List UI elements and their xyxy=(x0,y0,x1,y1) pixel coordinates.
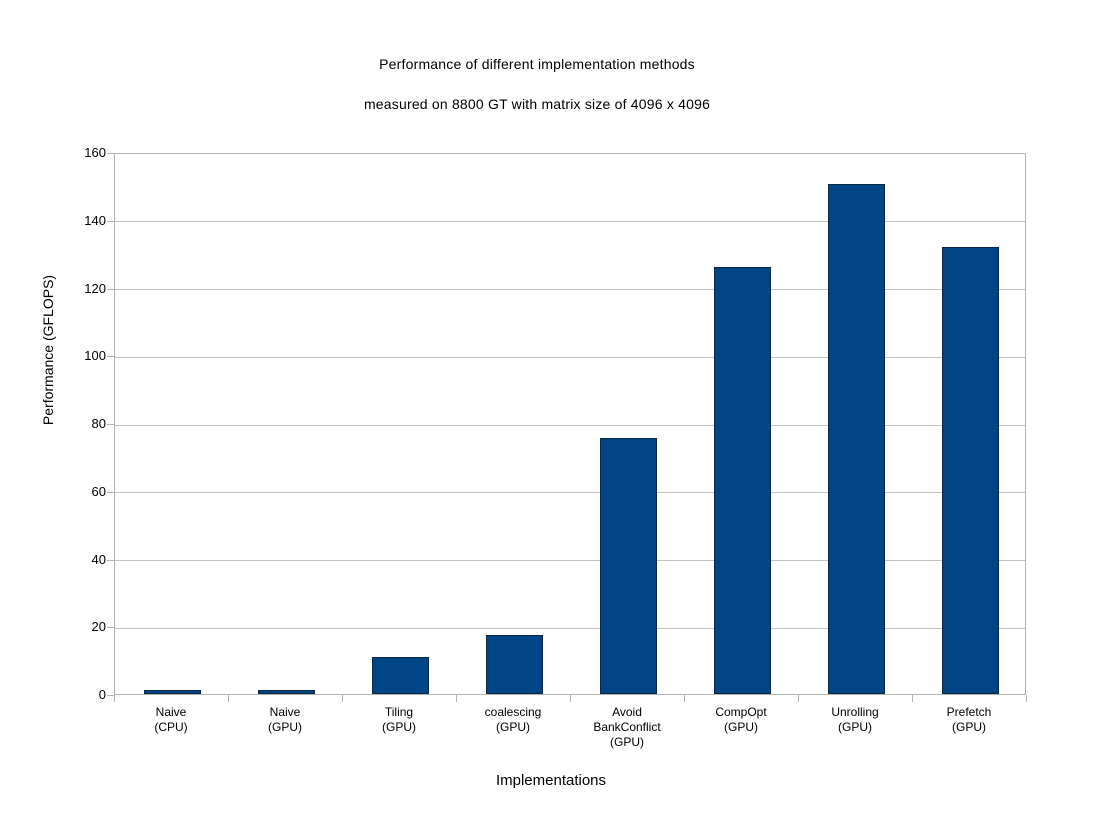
gridline-80 xyxy=(115,424,1025,426)
x-category-label-6: CompOpt (GPU) xyxy=(684,705,798,735)
x-tick-mark-1 xyxy=(228,695,229,702)
x-axis-title: Implementations xyxy=(495,772,607,789)
y-tick-label-20: 20 xyxy=(91,619,106,635)
y-tick-label-120: 120 xyxy=(84,280,106,296)
x-tick-mark-4 xyxy=(570,695,571,702)
y-tick-label-100: 100 xyxy=(84,348,106,364)
x-category-label-7: Unrolling (GPU) xyxy=(798,705,912,735)
x-tick-mark-2 xyxy=(342,695,343,702)
x-category-label-line: Prefetch xyxy=(946,705,992,719)
chart-subtitle: measured on 8800 GT with matrix size of … xyxy=(363,96,711,112)
y-tick-mark-0 xyxy=(107,695,114,696)
x-tick-mark-0 xyxy=(114,695,115,702)
x-category-label-8: Prefetch (GPU) xyxy=(912,705,1026,735)
x-category-label-1: Naive (CPU) xyxy=(114,705,228,735)
x-category-label-line: (GPU) xyxy=(268,720,302,734)
x-tick-mark-6 xyxy=(798,695,799,702)
y-tick-mark-160 xyxy=(107,153,114,154)
x-category-label-line: Unrolling xyxy=(831,705,879,719)
y-tick-mark-60 xyxy=(107,491,114,493)
bar-naive-gpu- xyxy=(257,689,315,694)
gridline-120 xyxy=(115,289,1025,290)
y-tick-mark-120 xyxy=(107,288,114,290)
y-tick-label-160: 160 xyxy=(84,145,106,160)
x-category-label-line: Avoid xyxy=(612,705,642,719)
x-category-label-line: (GPU) xyxy=(610,735,644,749)
x-category-label-3: Tiling (GPU) xyxy=(342,705,456,735)
x-category-label-line: BankConflict xyxy=(593,720,661,734)
y-tick-label-60: 60 xyxy=(91,483,106,499)
bar-avoid-bankconflict-gpu- xyxy=(599,438,657,694)
y-tick-label-140: 140 xyxy=(84,212,106,228)
bar-naive-cpu- xyxy=(143,689,201,694)
gridline-100 xyxy=(115,356,1025,358)
x-category-label-line: Naive xyxy=(269,705,301,719)
y-tick-mark-80 xyxy=(107,424,114,425)
y-tick-label-80: 80 xyxy=(91,416,106,431)
y-tick-label-40: 40 xyxy=(91,551,106,567)
bar-unrolling-gpu- xyxy=(827,184,885,694)
x-category-label-5: Avoid BankConflict (GPU) xyxy=(570,705,684,750)
bar-prefetch-gpu- xyxy=(941,246,999,694)
plot-area xyxy=(114,153,1026,695)
y-tick-label-0: 0 xyxy=(98,687,106,702)
gridline-140 xyxy=(115,221,1025,223)
gridline-20 xyxy=(115,627,1025,629)
x-category-label-line: CompOpt xyxy=(715,705,767,719)
x-category-label-line: (GPU) xyxy=(724,720,758,734)
bar-coalescing-gpu- xyxy=(485,634,543,694)
y-tick-mark-100 xyxy=(107,356,114,358)
chart-title: Performance of different implementation … xyxy=(379,56,695,72)
x-category-label-4: coalescing (GPU) xyxy=(456,705,570,735)
y-tick-mark-140 xyxy=(107,220,114,222)
x-tick-mark-8 xyxy=(1026,695,1027,702)
x-category-label-line: Tiling xyxy=(384,705,414,719)
y-tick-mark-20 xyxy=(107,627,114,629)
x-tick-mark-7 xyxy=(912,695,913,702)
x-category-label-2: Naive (GPU) xyxy=(228,705,342,735)
x-category-label-line: (GPU) xyxy=(382,720,416,734)
x-category-label-line: (CPU) xyxy=(154,720,188,734)
bar-tiling-gpu- xyxy=(371,656,429,694)
x-category-label-line: Naive xyxy=(155,705,187,719)
x-tick-mark-5 xyxy=(684,695,685,702)
x-category-label-line: coalescing xyxy=(484,705,542,719)
y-tick-mark-40 xyxy=(107,559,114,561)
x-category-label-line: (GPU) xyxy=(838,720,872,734)
bar-compopt-gpu- xyxy=(713,267,771,694)
x-category-label-line: (GPU) xyxy=(496,720,530,734)
x-tick-mark-3 xyxy=(456,695,457,702)
gridline-60 xyxy=(115,492,1025,494)
x-category-label-line: (GPU) xyxy=(952,720,986,734)
gridline-40 xyxy=(115,560,1025,561)
